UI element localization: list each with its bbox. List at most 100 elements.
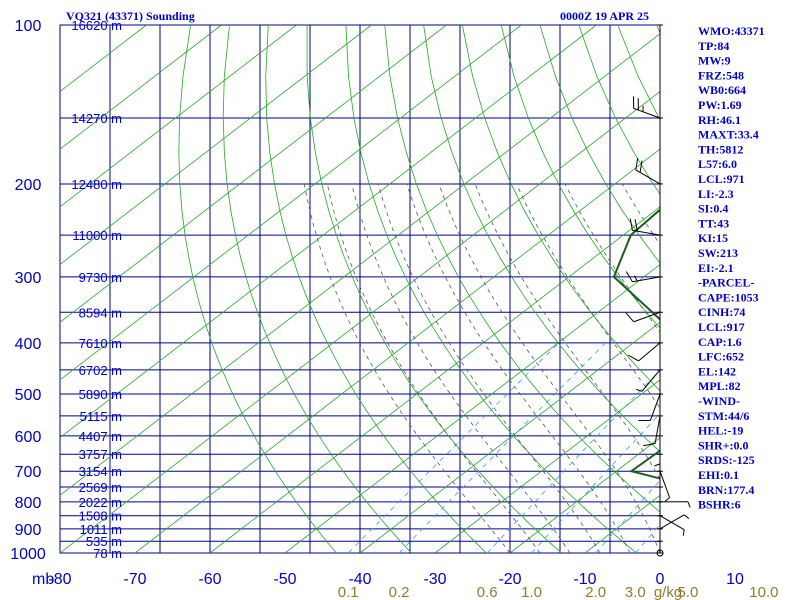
isotherm-line bbox=[209, 206, 660, 553]
pressure-tick-label: 300 bbox=[15, 270, 42, 287]
stability-index-item: LFC:652 bbox=[698, 350, 744, 364]
background-grid bbox=[59, 24, 661, 554]
stability-index-item: MAXT:33.4 bbox=[698, 128, 759, 142]
temperature-tick-label: -30 bbox=[423, 571, 446, 588]
isotherm-line bbox=[434, 379, 660, 553]
temperature-tick-label: -60 bbox=[198, 571, 221, 588]
wind-barb-flag bbox=[635, 158, 639, 170]
wind-barb-staff bbox=[635, 169, 661, 185]
moist-adiabat-line bbox=[474, 183, 660, 480]
stability-index-item: PW:1.69 bbox=[698, 98, 742, 112]
wind-barb-staff bbox=[638, 342, 661, 362]
stability-index-item: EL:142 bbox=[698, 364, 736, 378]
moist-adiabat-line bbox=[406, 183, 631, 553]
temperature-tick-label: 10 bbox=[726, 571, 744, 588]
dewpoint-point bbox=[630, 470, 633, 473]
stability-index-item: FRZ:548 bbox=[698, 68, 744, 82]
dewpoint-point bbox=[630, 234, 632, 236]
isotherm-line bbox=[60, 33, 660, 496]
temperature-tick-label: -10 bbox=[573, 571, 596, 588]
height-label: 8594 m bbox=[79, 305, 122, 320]
dewpoint-point bbox=[613, 276, 615, 278]
mixing-ratio-label: 0.1 bbox=[338, 584, 359, 600]
isotherm-line bbox=[60, 25, 372, 266]
pressure-tick-label: 500 bbox=[15, 387, 42, 404]
mixing-ratio-line bbox=[347, 342, 560, 553]
pressure-tick-label: 400 bbox=[15, 336, 42, 353]
wind-barb-staff bbox=[649, 393, 661, 421]
wind-barb-flag bbox=[629, 218, 633, 231]
height-label: 2569 m bbox=[79, 480, 122, 495]
dewpoint-point bbox=[670, 117, 672, 119]
mixing-ratio-line bbox=[531, 413, 660, 553]
height-label: 7610 m bbox=[79, 336, 122, 351]
mixing-ratio-label: 10.0 bbox=[749, 584, 778, 600]
wind-calm-marker bbox=[656, 549, 664, 557]
moist-adiabat-line bbox=[351, 183, 571, 553]
height-label: 5115 m bbox=[80, 409, 122, 424]
stability-index-item: SW:213 bbox=[698, 246, 738, 260]
dewpoint-point bbox=[773, 528, 775, 530]
wind-barb-staff bbox=[633, 107, 661, 119]
pressure-tick-label: 800 bbox=[15, 495, 42, 512]
wind-barb-flag bbox=[683, 514, 690, 519]
stability-index-item: L57:6.0 bbox=[698, 157, 737, 171]
dry-adiabat-line bbox=[265, 25, 487, 553]
parcel-point bbox=[743, 234, 745, 236]
moist-adiabat-line bbox=[303, 183, 511, 553]
temperature-point bbox=[778, 276, 780, 278]
stability-index-item: CAP:1.6 bbox=[698, 335, 742, 349]
height-label: 1011 m bbox=[80, 522, 122, 537]
wind-barb-flag bbox=[625, 312, 635, 323]
wind-barb-flag bbox=[633, 275, 638, 282]
wind-barb-staff bbox=[633, 311, 661, 323]
stability-index-item: TH:5812 bbox=[698, 142, 743, 156]
stability-index-item: KI:15 bbox=[698, 231, 728, 245]
wind-barb-staff bbox=[632, 229, 661, 236]
stability-index-item: SHR+:0.0 bbox=[698, 438, 749, 452]
wind-barb-flag bbox=[625, 271, 633, 283]
wind-barb-staff bbox=[659, 514, 685, 530]
isotherm-line bbox=[60, 25, 297, 208]
wind-barb-flag bbox=[682, 529, 685, 536]
moist-adiabat-line bbox=[516, 183, 660, 409]
parcel-point bbox=[682, 74, 684, 76]
mixing-ratio-line bbox=[635, 523, 660, 553]
pressure-tick-label: 200 bbox=[15, 177, 42, 194]
pressure-tick-label: 600 bbox=[15, 429, 42, 446]
wind-barb-flag bbox=[627, 354, 639, 362]
dry-adiabat-line bbox=[345, 25, 637, 553]
isotherm-line bbox=[60, 25, 222, 150]
moist-adiabat-line bbox=[773, 184, 800, 553]
dewpoint-point bbox=[693, 486, 695, 488]
height-label: 78 m bbox=[93, 546, 122, 561]
temperature-tick-label: -40 bbox=[348, 571, 371, 588]
stability-index-item: TT:43 bbox=[698, 216, 729, 230]
dry-adiabat-line bbox=[462, 25, 660, 392]
mixing-ratio-label: 5.0 bbox=[677, 584, 698, 600]
wind-barb-flag bbox=[687, 501, 691, 508]
stability-index-item: MW:9 bbox=[698, 54, 731, 68]
wind-barb-flag bbox=[639, 160, 643, 173]
stability-index-item: STM:44/6 bbox=[698, 409, 749, 423]
parcel-point bbox=[790, 342, 792, 344]
moist-adiabat-line bbox=[438, 183, 660, 553]
temperature-tick-label: -20 bbox=[498, 571, 521, 588]
dry-adiabat-line bbox=[500, 25, 660, 329]
stability-index-item: RH:46.1 bbox=[698, 113, 741, 127]
temperature-tick-label: -50 bbox=[273, 571, 296, 588]
isotherm-line bbox=[60, 25, 447, 323]
wind-barb-staff bbox=[659, 515, 685, 531]
mixing-ratio-label: 2.0 bbox=[585, 584, 606, 600]
pressure-tick-label: 100 bbox=[15, 18, 42, 35]
reference-lines bbox=[60, 25, 800, 553]
parcel-point bbox=[792, 470, 794, 472]
data-series bbox=[612, 74, 794, 530]
dry-adiabat-line bbox=[384, 25, 660, 513]
pressure-tick-label: 900 bbox=[15, 522, 42, 539]
height-label: 16620 m bbox=[71, 18, 122, 33]
wind-profile bbox=[625, 24, 691, 557]
isotherm-line bbox=[359, 321, 660, 553]
stability-index-item: TP:84 bbox=[698, 39, 729, 53]
